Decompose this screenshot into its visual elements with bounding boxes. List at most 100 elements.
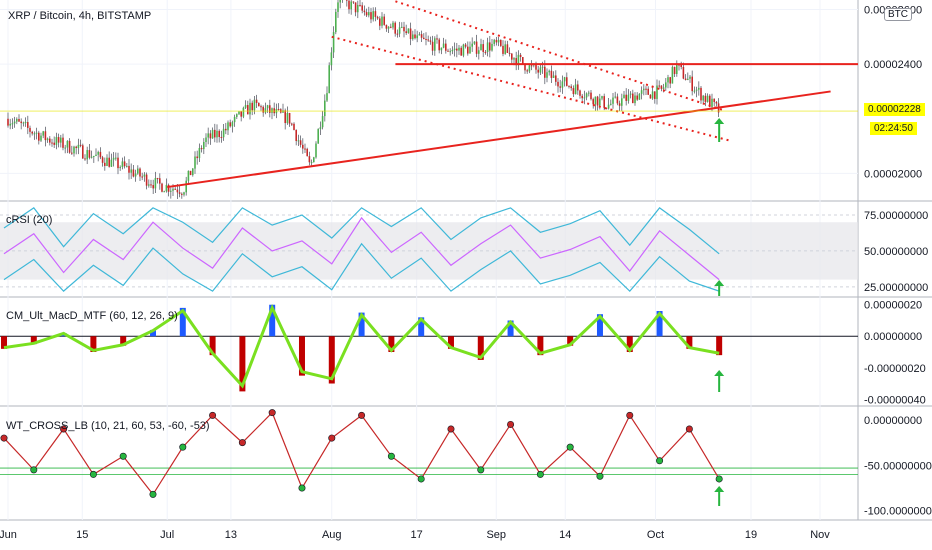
candle-body [695,89,698,91]
candle-body [266,105,269,109]
candle-body [585,93,588,98]
candles [7,0,720,199]
macd-histogram-bar [90,336,97,352]
wt-cross-dot [715,475,723,483]
time-axis-label: 14 [559,529,571,541]
candle-body [75,146,77,149]
wt-cross-dot [536,470,544,478]
candle-body [676,64,678,74]
candle-body [614,96,616,98]
candle-body [242,107,245,117]
price-axis-label: 0.00002000 [864,168,922,180]
candle-body [616,96,619,104]
candle-body [225,128,227,131]
candle-body [284,110,286,124]
candle-body [335,11,337,33]
candle-body [27,122,29,128]
support-trendline [167,90,831,189]
candle-body [548,70,550,73]
wt-cross-dot [507,420,515,428]
candle-body [495,39,498,43]
candle-body [95,154,97,156]
wt-cross-dot [477,466,485,474]
candle-body [418,34,421,36]
candle-body [302,144,304,149]
candle-body [286,113,289,124]
candle-body [519,54,522,58]
candle-body [264,108,267,113]
candle-body [299,140,302,145]
candle-body [308,156,311,163]
candle-body [93,155,95,157]
candle-body [229,122,231,127]
candle-body [233,116,236,123]
candle-body [62,137,64,148]
candle-body [621,98,623,106]
candle-body [379,18,381,26]
candle-body [262,106,264,113]
candle-body [189,170,192,176]
candle-body [51,142,53,144]
candle-body [346,0,348,1]
candle-body [581,95,583,99]
candle-body [40,135,42,141]
macd-histogram-bar [120,336,127,346]
candle-body [535,64,537,70]
candle-body [491,43,493,51]
candle-body [442,43,445,48]
candle-body [563,77,566,82]
candle-body [671,66,674,84]
candle-body [101,157,104,163]
macd-histogram-bar [328,336,335,384]
wt-cross-dot [119,452,127,460]
candle-body [693,90,696,92]
candle-body [478,50,480,54]
candle-body [317,129,319,144]
candle-body [152,185,154,189]
candle-body [46,138,49,141]
candle-body [132,169,135,177]
candle-body [394,22,396,34]
candle-body [623,94,625,99]
candle-body [106,157,108,166]
candle-body [405,31,407,34]
price-axis-label: 0.00002400 [864,59,922,71]
candle-body [682,66,685,79]
time-axis-label: Nov [810,529,830,541]
candle-body [511,53,513,60]
candle-body [293,123,295,130]
candle-body [438,39,440,51]
candle-body [431,41,434,51]
candle-body [618,103,621,106]
candle-body [407,28,410,34]
candle-body [231,122,234,127]
candle-body [412,34,414,40]
candle-body [112,157,115,160]
currency-badge[interactable]: BTC [884,8,912,21]
wt-axis-label: -50.00000000 [864,460,932,472]
candle-body [20,121,22,124]
candle-body [596,96,599,106]
candle-body [31,131,33,134]
candle-body [88,150,91,158]
candle-body [170,190,172,192]
candle-body [251,102,253,111]
candle-body [453,48,456,50]
candle-body [588,92,590,94]
candle-body [528,65,531,72]
macd-axis-label: -0.00000020 [864,363,926,375]
macd-axis-label: 0.00000020 [864,300,922,312]
candle-body [583,97,586,99]
candle-body [449,51,451,53]
candle-body [249,102,251,115]
candle-body [363,10,366,13]
candle-body [139,168,141,177]
candle-body [423,37,425,39]
candle-body [326,93,328,101]
candle-body [218,130,220,137]
candle-body [260,106,262,108]
candle-body [462,44,465,56]
channel-lower-dotted [331,35,731,142]
candle-body [451,49,454,52]
